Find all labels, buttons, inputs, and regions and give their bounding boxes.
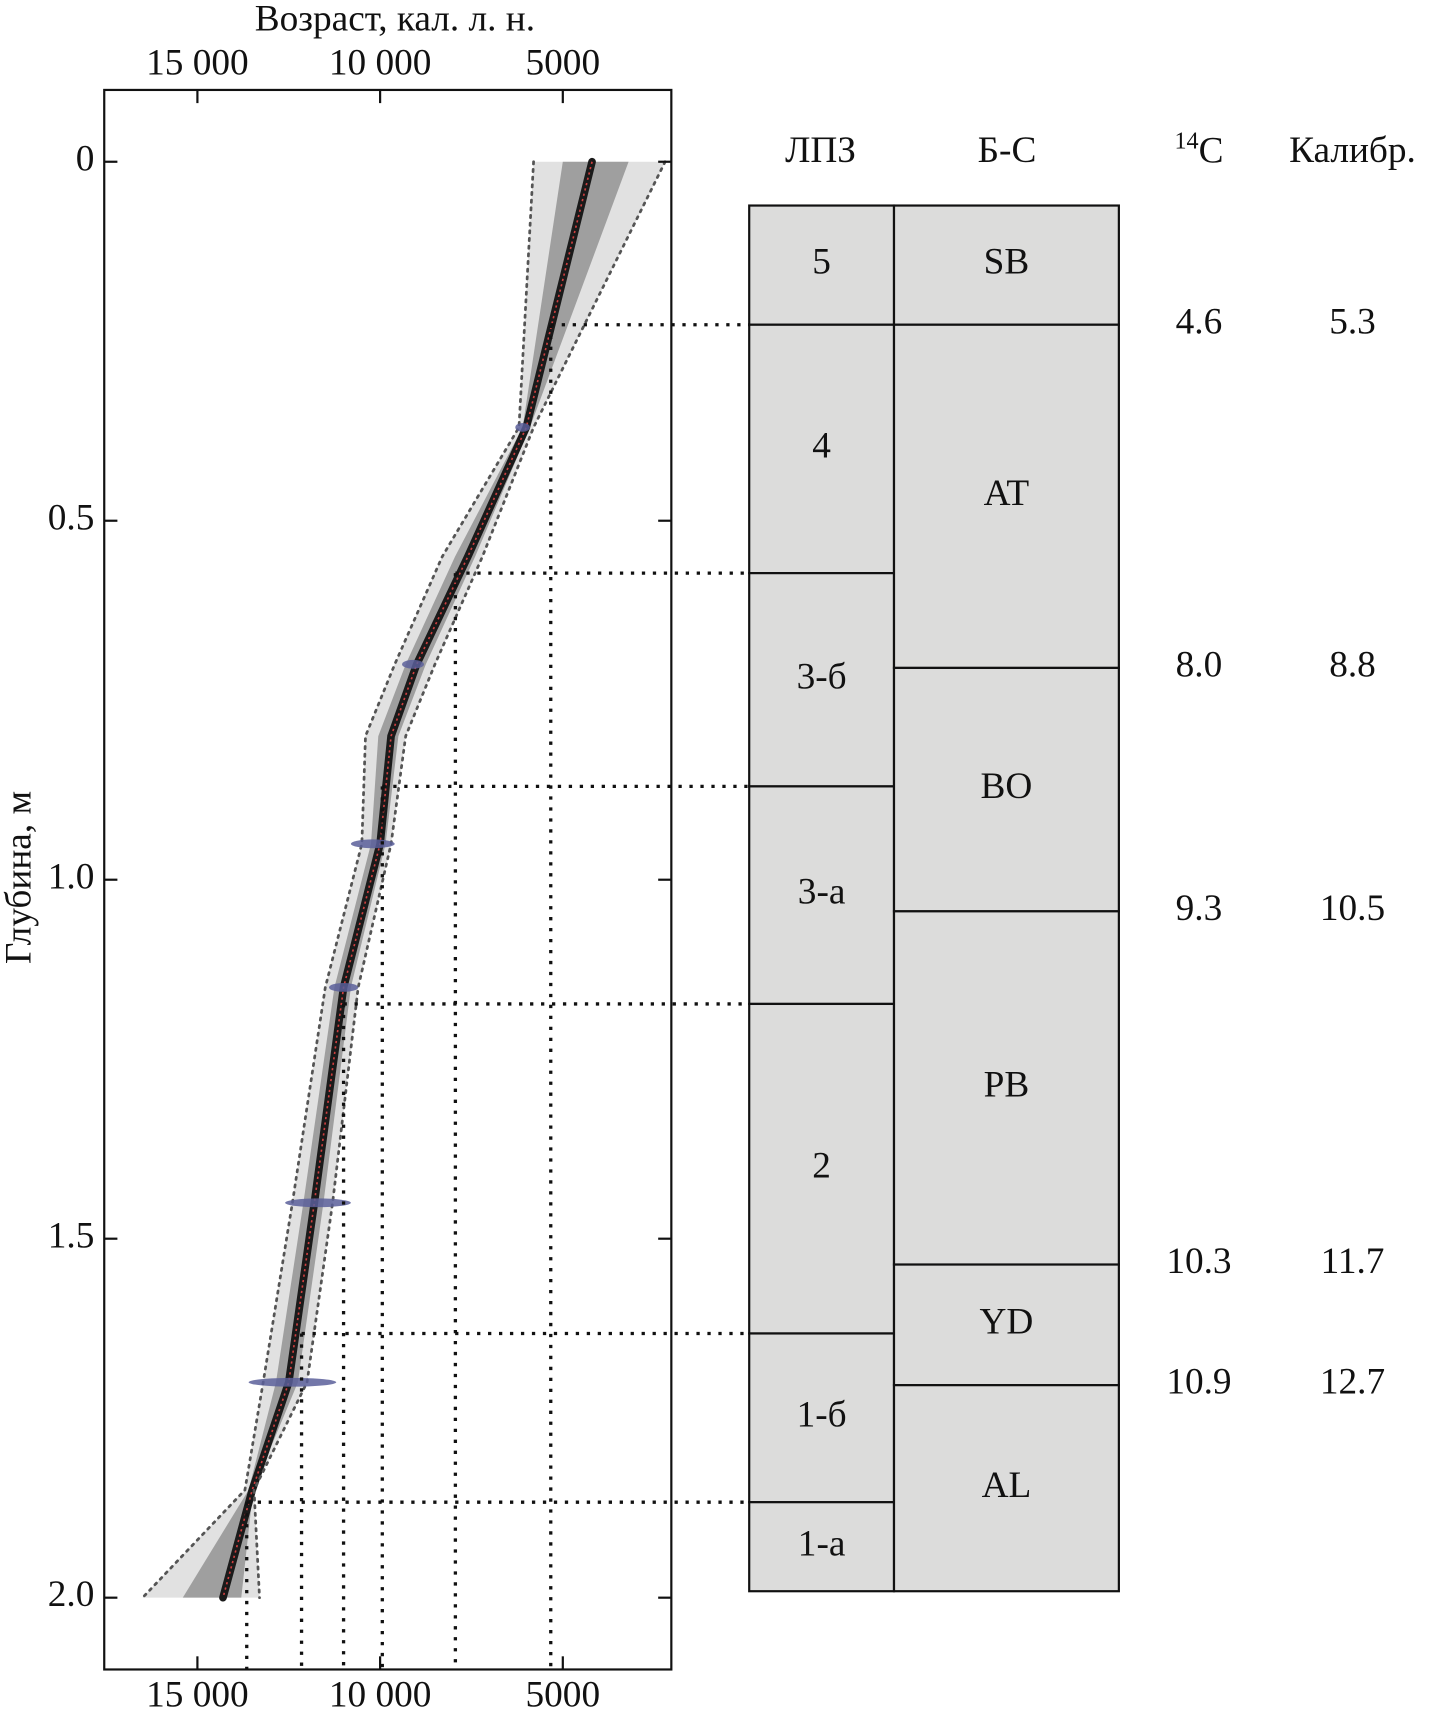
bs-label: AT [984,473,1030,514]
c14-age: 9.3 [1176,888,1223,929]
lpz-label: 3-б [797,656,847,697]
cal-age: 5.3 [1329,301,1376,342]
bs-label: BO [981,766,1033,807]
uncertainty-envelope [142,161,666,1598]
lpz-header: ЛПЗ [785,130,856,171]
bs-label: AL [982,1465,1032,1506]
plot-frame [103,88,673,1671]
cal-age: 11.7 [1321,1241,1385,1282]
lpz-zone [748,1501,896,1593]
dated-sample [248,1377,337,1387]
x-tick-label-top: 10 000 [329,42,432,83]
c14-header: 14C [1174,127,1223,171]
y-tick-label: 2.0 [48,1574,95,1615]
x-tick-label-top: 15 000 [146,42,249,83]
bs-zone [892,1384,1120,1593]
bs-zone [892,666,1120,913]
c14-sup: 14 [1174,127,1198,154]
cal-age: 12.7 [1320,1362,1385,1403]
lpz-label: 1-б [797,1394,847,1435]
bs-zone [892,1263,1120,1387]
bs-label: SB [984,242,1030,283]
cal-age: 8.8 [1329,644,1376,685]
bs-zone [892,323,1120,670]
lpz-label: 4 [812,425,831,466]
dated-sample [328,983,359,992]
x-tick-label-bottom: 15 000 [146,1675,249,1716]
y-tick-label: 0 [76,138,95,179]
cal-age: 10.5 [1320,888,1385,929]
lpz-label: 2 [812,1145,831,1186]
x-axis-label: Возраст, кал. л. н. [255,0,535,40]
y-tick-label: 1.5 [48,1215,95,1256]
c14-age: 4.6 [1176,301,1223,342]
y-axis-label: Глубина, м [0,791,40,964]
dated-sample [402,659,424,669]
bs-label: PB [984,1064,1030,1105]
c14-age: 10.3 [1166,1241,1231,1282]
bs-label: YD [980,1301,1034,1342]
lpz-zone [748,572,896,788]
y-tick-label: 0.5 [48,497,95,538]
lpz-label: 5 [812,242,831,283]
envelope-line [141,160,535,1600]
lpz-label: 1-а [798,1523,846,1564]
x-tick-label-bottom: 5000 [526,1675,601,1716]
y-tick-label: 1.0 [48,856,95,897]
bs-zone [892,910,1120,1266]
dated-sample [350,839,395,849]
lpz-zone [748,1002,896,1335]
bs-zone [892,204,1120,326]
x-tick-label-top: 5000 [526,42,601,83]
bs-header: Б-С [978,130,1037,171]
dated-sample [515,423,530,432]
lpz-zone [748,204,896,326]
cal-header: Калибр. [1289,130,1416,171]
lpz-zone [748,323,896,575]
x-tick-label-bottom: 10 000 [329,1675,432,1716]
dated-sample [285,1198,351,1208]
lpz-label: 3-а [798,872,846,913]
c14-text: C [1199,130,1224,171]
c14-age: 10.9 [1166,1362,1231,1403]
c14-age: 8.0 [1176,644,1223,685]
